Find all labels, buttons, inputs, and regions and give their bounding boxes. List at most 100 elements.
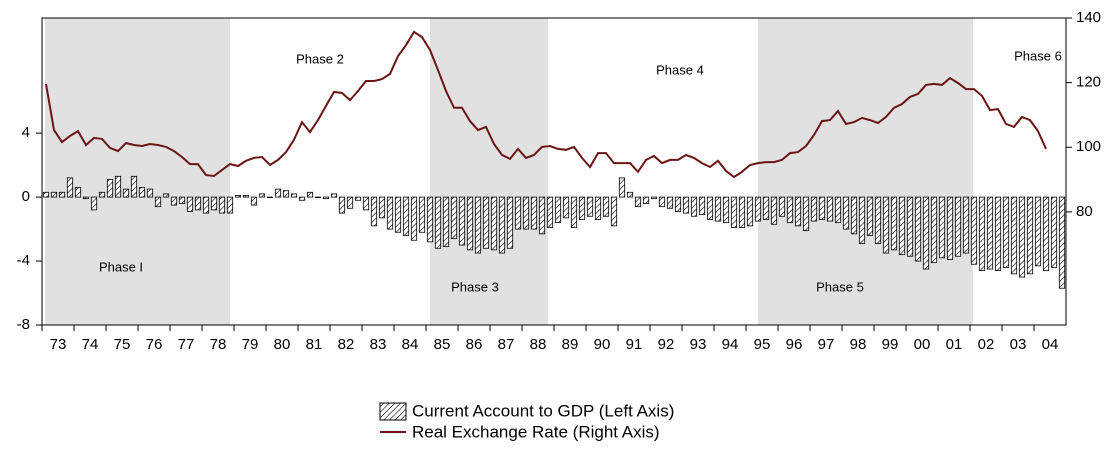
x-tick-label: 96	[786, 336, 803, 353]
bar	[826, 196, 834, 222]
bar	[98, 191, 106, 198]
bar	[962, 196, 970, 254]
bar	[290, 193, 298, 198]
bar	[746, 196, 754, 227]
x-tick-label: 81	[306, 336, 323, 353]
annotation: Phase 3	[451, 279, 499, 294]
x-tick-label: 84	[402, 336, 419, 353]
bar	[514, 196, 522, 230]
x-tick-label: 78	[210, 336, 227, 353]
bar	[210, 196, 218, 211]
bar	[850, 196, 858, 235]
bar	[938, 196, 946, 259]
bar	[362, 196, 370, 211]
bar	[666, 196, 674, 209]
bar	[370, 196, 378, 227]
bar	[138, 187, 146, 198]
x-tick-label: 73	[50, 336, 67, 353]
bar	[922, 196, 930, 270]
bar	[762, 196, 770, 220]
bar	[658, 196, 666, 208]
x-tick-label: 98	[850, 336, 867, 353]
y2-tick-label: 140	[1076, 9, 1101, 26]
bar	[346, 196, 354, 209]
bar	[466, 196, 474, 251]
bar	[530, 196, 538, 230]
plot-area	[42, 30, 1066, 289]
x-tick-label: 74	[82, 336, 99, 353]
bar	[538, 196, 546, 235]
bar	[474, 196, 482, 254]
bar	[738, 196, 746, 228]
bar	[274, 188, 282, 198]
bar	[834, 196, 842, 224]
bar	[682, 196, 690, 214]
bar	[914, 196, 922, 262]
bar	[178, 196, 186, 204]
bar	[410, 196, 418, 241]
bar	[810, 196, 818, 222]
bar	[1026, 196, 1034, 275]
legend-label: Real Exchange Rate (Right Axis)	[412, 422, 660, 441]
bar	[90, 196, 98, 211]
bar	[818, 196, 826, 220]
x-tick-label: 77	[178, 336, 195, 353]
bar	[842, 196, 850, 230]
bar	[890, 196, 898, 251]
x-tick-label: 88	[530, 336, 547, 353]
bar	[970, 196, 978, 265]
bar	[586, 196, 594, 217]
x-tick-label: 83	[370, 336, 387, 353]
y2-tick-label: 80	[1076, 203, 1093, 220]
bar	[594, 196, 602, 220]
bar	[618, 177, 626, 198]
x-tick-label: 80	[274, 336, 291, 353]
bar	[610, 196, 618, 227]
bar	[330, 193, 338, 198]
bar	[402, 196, 410, 236]
bar	[314, 196, 322, 198]
bar	[354, 196, 362, 201]
bar	[442, 196, 450, 248]
bar	[498, 196, 506, 254]
bar	[1058, 196, 1066, 289]
bar	[706, 196, 714, 220]
bar	[226, 196, 234, 214]
bar	[386, 196, 394, 230]
bar	[882, 196, 890, 254]
x-tick-label: 75	[114, 336, 131, 353]
y-tick-label: 0	[22, 188, 30, 205]
bar	[522, 196, 530, 230]
x-tick-label: 01	[946, 336, 963, 353]
bar	[946, 196, 954, 260]
bar	[634, 196, 642, 208]
bar	[418, 196, 426, 233]
bar	[186, 196, 194, 212]
bar	[554, 196, 562, 224]
bar	[250, 196, 258, 206]
x-tick-label: 03	[1010, 336, 1027, 353]
bar	[242, 195, 250, 198]
bar	[306, 191, 314, 198]
x-tick-label: 79	[242, 336, 259, 353]
bar	[202, 196, 210, 214]
bar	[1034, 196, 1042, 267]
y2-tick-label: 100	[1076, 138, 1101, 155]
bar	[66, 177, 74, 198]
bar	[714, 196, 722, 222]
bar	[570, 196, 578, 228]
bar	[930, 196, 938, 264]
bar	[338, 196, 346, 214]
bar	[218, 196, 226, 214]
x-tick-label: 86	[466, 336, 483, 353]
bar	[802, 196, 810, 232]
x-tick-label: 91	[626, 336, 643, 353]
bar	[162, 193, 170, 198]
bar	[458, 196, 466, 246]
bar	[234, 195, 242, 198]
bar	[1002, 196, 1010, 268]
bar	[266, 196, 274, 198]
x-tick-label: 90	[594, 336, 611, 353]
bar	[874, 196, 882, 244]
bar	[130, 175, 138, 198]
